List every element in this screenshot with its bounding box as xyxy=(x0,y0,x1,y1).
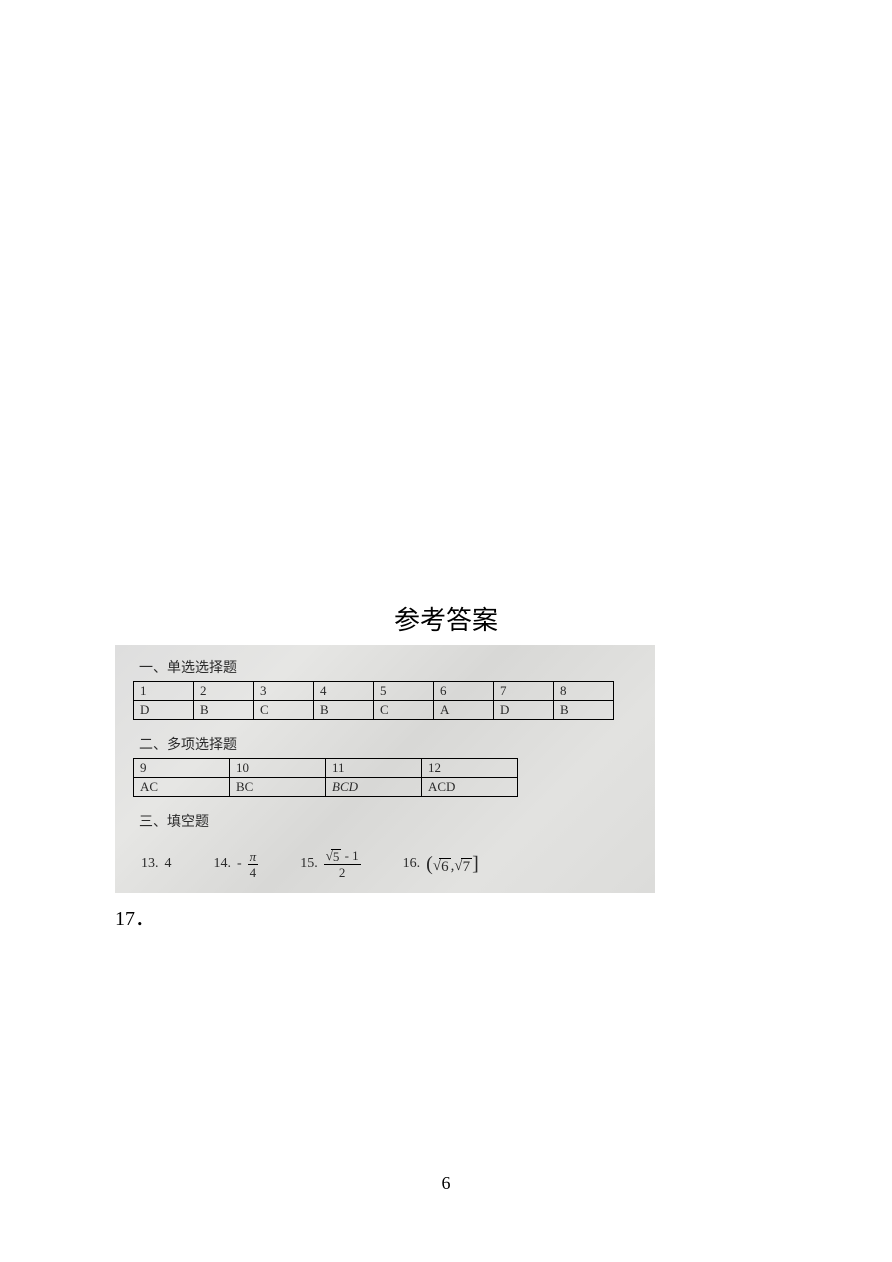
sqrt: √5 xyxy=(326,849,342,863)
table-cell: B xyxy=(554,701,614,720)
close-bracket: ] xyxy=(472,853,479,875)
fraction-numerator: √5 - 1 xyxy=(324,849,361,865)
table-cell: 9 xyxy=(134,759,230,778)
page-number: 6 xyxy=(0,1173,892,1194)
table-cell: 8 xyxy=(554,682,614,701)
fraction-denominator: 2 xyxy=(337,865,348,879)
sqrt: √7 xyxy=(454,858,472,876)
page-title: 参考答案 xyxy=(0,600,892,637)
fill-item-13: 13.4 xyxy=(141,856,172,872)
table-cell: 12 xyxy=(422,759,518,778)
table-cell: B xyxy=(314,701,374,720)
section2-table: 9 10 11 12 AC BC BCD ACD xyxy=(133,758,518,797)
open-bracket: ( xyxy=(426,853,433,875)
fill-item-16: 16. (√6,√7] xyxy=(403,853,479,876)
sqrt: √6 xyxy=(433,858,451,876)
answer-key-block: 一、单选选择题 1 2 3 4 5 6 7 8 D B C B C A D B … xyxy=(115,645,655,893)
table-cell: A xyxy=(434,701,494,720)
minus-sign: - xyxy=(237,856,242,872)
table-cell: BC xyxy=(230,778,326,797)
table-cell: C xyxy=(374,701,434,720)
table-row: 9 10 11 12 xyxy=(134,759,518,778)
fraction-numerator: π xyxy=(248,850,259,865)
table-cell: 1 xyxy=(134,682,194,701)
table-cell: D xyxy=(494,701,554,720)
fraction: π 4 xyxy=(248,850,259,879)
table-cell: 7 xyxy=(494,682,554,701)
item-number: 13. xyxy=(141,856,159,872)
table-cell: 11 xyxy=(326,759,422,778)
minus-val: 1 xyxy=(352,848,359,863)
fraction-denominator: 4 xyxy=(248,865,259,879)
table-cell: 2 xyxy=(194,682,254,701)
section3-heading: 三、填空题 xyxy=(133,811,637,831)
table-cell: D xyxy=(134,701,194,720)
table-row: D B C B C A D B xyxy=(134,701,614,720)
table-cell: BCD xyxy=(326,778,422,797)
table-cell: 3 xyxy=(254,682,314,701)
table-cell: B xyxy=(194,701,254,720)
section1-table: 1 2 3 4 5 6 7 8 D B C B C A D B xyxy=(133,681,614,720)
table-cell: AC xyxy=(134,778,230,797)
section1-heading: 一、单选选择题 xyxy=(133,657,637,677)
fill-in-row: 13.4 14. - π 4 15. √5 - 1 2 16. (√6,√ xyxy=(133,849,637,879)
table-cell: ACD xyxy=(422,778,518,797)
item-number: 15. xyxy=(300,856,318,872)
section2-heading: 二、多项选择题 xyxy=(133,734,637,754)
table-cell: 10 xyxy=(230,759,326,778)
fill-item-14: 14. - π 4 xyxy=(214,850,259,879)
interval-expr: (√6,√7] xyxy=(426,853,479,876)
item-number: 14. xyxy=(214,856,232,872)
table-cell: 5 xyxy=(374,682,434,701)
item-value: 4 xyxy=(165,856,172,872)
fraction: √5 - 1 2 xyxy=(324,849,361,879)
question-17-label: 17． xyxy=(115,902,155,931)
table-row: 1 2 3 4 5 6 7 8 xyxy=(134,682,614,701)
table-cell: 4 xyxy=(314,682,374,701)
table-cell: C xyxy=(254,701,314,720)
table-row: AC BC BCD ACD xyxy=(134,778,518,797)
item-number: 16. xyxy=(403,856,421,872)
fill-item-15: 15. √5 - 1 2 xyxy=(300,849,360,879)
table-cell: 6 xyxy=(434,682,494,701)
